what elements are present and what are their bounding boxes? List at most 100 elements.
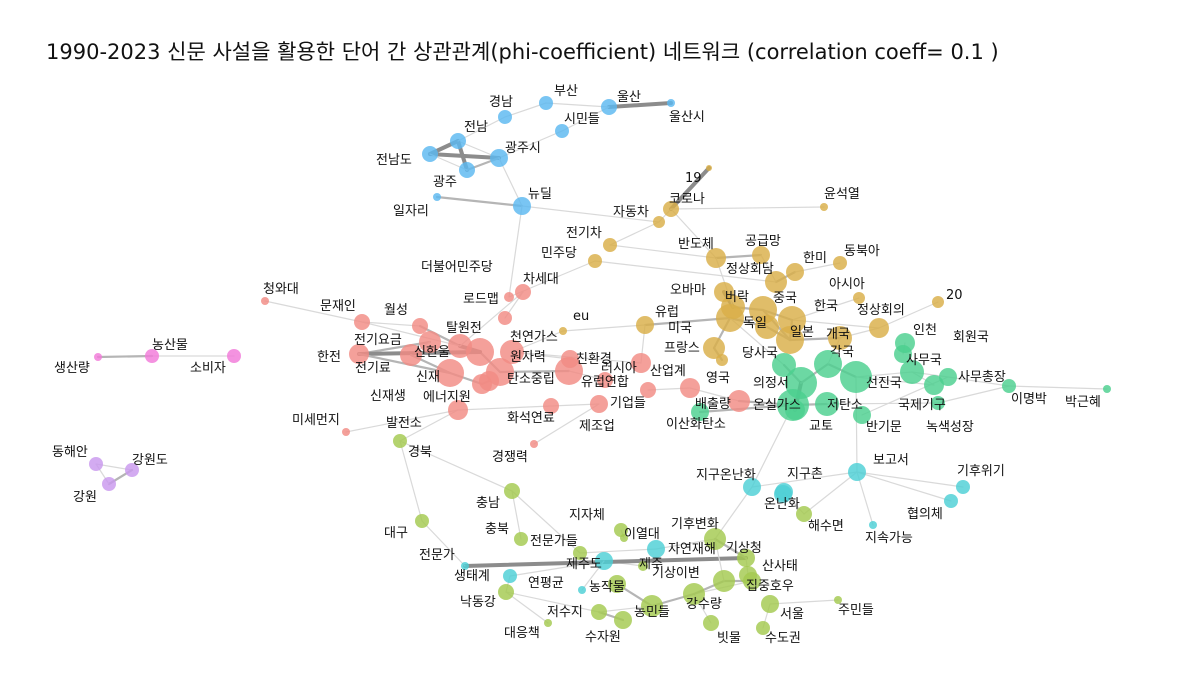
edge (457, 405, 552, 411)
node-gold (559, 327, 567, 335)
node-blue (433, 193, 441, 201)
edge (361, 321, 421, 327)
node-label: 집중호우 (746, 579, 794, 594)
node-label: 부산 (554, 84, 578, 99)
node-label: 청와대 (263, 282, 299, 297)
node-gold (636, 316, 654, 334)
node-label: 선진국 (866, 376, 902, 391)
node-lime (415, 514, 429, 528)
node-lime (641, 595, 663, 617)
node-blue (539, 96, 553, 110)
node-label: 기업들 (610, 396, 646, 411)
node-gold (716, 354, 728, 366)
edge (521, 205, 660, 223)
node-label: 지자체 (569, 508, 605, 523)
node-label: 충북 (485, 522, 509, 537)
node-label: 대구 (384, 526, 408, 541)
node-cyan (956, 480, 970, 494)
node-label: 아시아 (829, 277, 865, 292)
node-label: 기상청 (726, 541, 762, 556)
node-label: 지구온난화 (696, 468, 756, 483)
node-label: 생태계 (454, 569, 490, 584)
node-label: 미국 (668, 321, 692, 336)
node-lime (614, 523, 628, 537)
node-green (894, 345, 912, 363)
edge (511, 490, 581, 554)
edge (399, 440, 513, 492)
node-label: 동북아 (844, 244, 880, 259)
node-red (500, 340, 524, 364)
node-red (354, 314, 370, 330)
node-pink (227, 349, 241, 363)
node-label: 주민들 (838, 603, 874, 618)
node-green (931, 396, 945, 410)
node-label: 자동차 (613, 205, 649, 220)
edge (459, 291, 524, 347)
node-label: 지속가능 (865, 531, 913, 546)
edge (878, 301, 939, 329)
node-cyan (503, 569, 517, 583)
edge (511, 490, 522, 540)
node-label: 의정서 (753, 376, 789, 391)
node-cyan (848, 463, 866, 481)
node-green (853, 406, 871, 424)
node-label: 원자력 (510, 350, 546, 365)
edge (856, 471, 874, 526)
node-label: 이열대 (624, 527, 660, 542)
node-red (530, 440, 538, 448)
node-red (543, 398, 559, 414)
edge (1008, 385, 1108, 390)
node-lime (514, 532, 528, 546)
node-label: 자연재해 (668, 542, 716, 557)
node-purple (102, 477, 116, 491)
node-label: 경쟁력 (492, 450, 528, 465)
node-green (691, 403, 709, 421)
node-label: 전기요금 (354, 333, 402, 348)
node-label: 강수량 (686, 597, 722, 612)
node-label: 농산물 (152, 338, 188, 353)
node-red (342, 428, 350, 436)
edge (947, 376, 1010, 387)
node-label: 반도체 (678, 237, 714, 252)
node-label: 중국 (773, 291, 797, 306)
node-label: 신재생 (370, 389, 406, 404)
node-gold (752, 246, 770, 264)
node-lime (756, 621, 770, 635)
edge (751, 471, 858, 488)
node-label: 한국 (814, 299, 838, 314)
node-lime (638, 561, 648, 571)
node-label: 박근혜 (1065, 395, 1101, 410)
node-lime (573, 546, 587, 560)
node-label: 저수지 (547, 605, 583, 620)
node-label: 배출량 (695, 397, 731, 412)
node-label: 경남 (489, 95, 513, 110)
node-label: 제주 (639, 557, 663, 572)
node-lime (620, 534, 628, 542)
node-label: 기후변화 (671, 517, 719, 532)
node-label: 회원국 (953, 330, 989, 345)
node-label: 오바마 (670, 283, 706, 298)
edge (609, 221, 660, 246)
node-green (785, 400, 805, 420)
edge (96, 354, 154, 359)
node-gold (706, 165, 712, 171)
node-gold (703, 337, 725, 359)
node-gold (653, 216, 665, 228)
node-label: 반기문 (866, 420, 902, 435)
node-blue (450, 133, 466, 149)
node-red (680, 378, 700, 398)
node-label: eu (573, 309, 589, 324)
node-gold (663, 201, 679, 217)
node-red (515, 284, 531, 300)
node-blue (513, 197, 531, 215)
edge (856, 471, 964, 488)
node-blue (498, 110, 512, 124)
node-label: 저탄소 (827, 398, 863, 413)
node-label: 경북 (408, 445, 432, 460)
node-label: 한전 (317, 350, 341, 365)
node-label: 이산화탄소 (666, 417, 726, 432)
node-gold (786, 263, 804, 281)
node-gold (716, 304, 744, 332)
edge (504, 102, 547, 118)
node-label: 더불어민주당 (421, 260, 493, 275)
